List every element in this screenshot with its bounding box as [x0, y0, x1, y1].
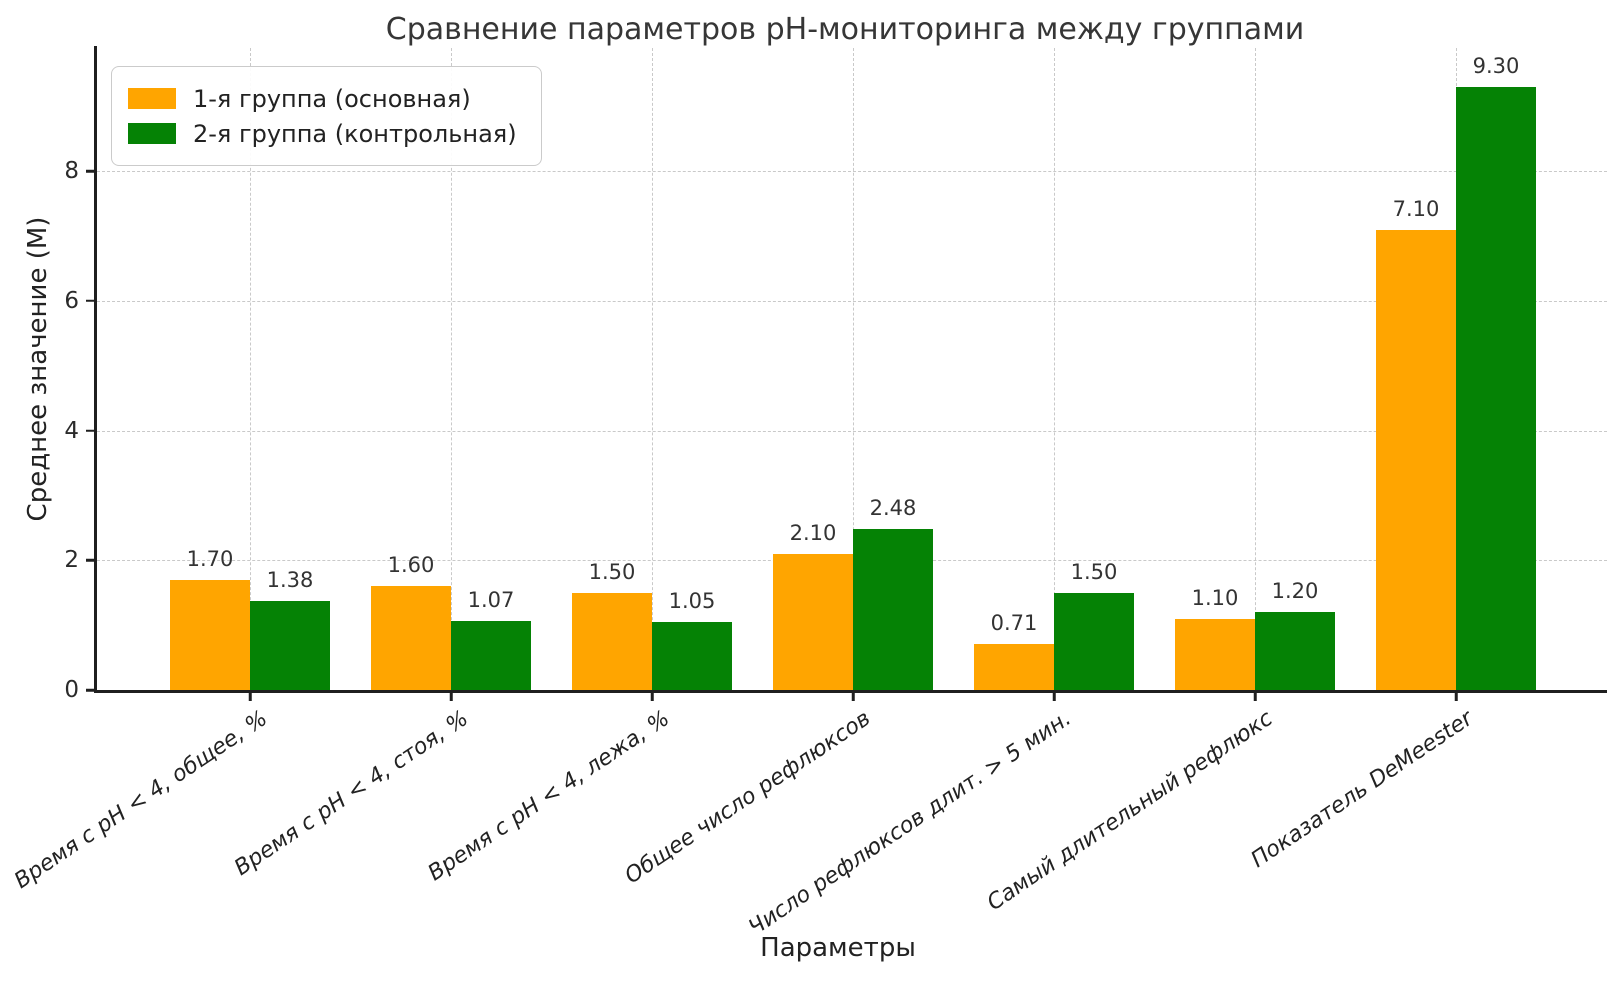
plot-area: 1-я группа (основная) 2-я группа (контрол…	[10, 46, 1607, 941]
x-tick-mark	[851, 693, 855, 701]
x-tick-label: Число рефлюксов длит. > 5 мин.	[744, 706, 1076, 941]
v-gridline	[853, 48, 854, 690]
v-gridline	[1054, 48, 1055, 690]
y-tick-mark	[86, 688, 94, 692]
bar-value-label: 1.50	[588, 559, 636, 584]
x-tick-label: Время с pH < 4, общее, %	[10, 706, 272, 895]
bar-series2	[1255, 612, 1335, 690]
bar-series2	[1054, 592, 1134, 690]
x-tick-mark	[1052, 693, 1056, 701]
bar-series1	[1376, 229, 1456, 690]
x-tick-mark	[1454, 693, 1458, 701]
x-axis-spine	[94, 690, 1607, 693]
h-gridline	[97, 430, 1607, 432]
bar-value-label: 1.70	[186, 546, 234, 571]
v-gridline	[451, 48, 452, 690]
v-gridline	[1255, 48, 1256, 690]
x-tick-label: Время с pH < 4, стоя, %	[230, 706, 473, 882]
bar-value-label: 1.50	[1070, 559, 1118, 584]
bar-value-label: 1.07	[467, 587, 515, 612]
bar-value-label: 2.10	[789, 520, 837, 545]
y-tick-label: 6	[64, 287, 79, 314]
bar-series1	[974, 643, 1054, 690]
bar-series2	[1456, 86, 1536, 690]
bar-value-label: 1.60	[387, 553, 435, 578]
v-gridline	[652, 48, 653, 690]
legend-item: 1-я группа (основная)	[128, 83, 517, 114]
y-tick-label: 2	[64, 547, 79, 574]
legend-item: 2-я группа (контрольная)	[128, 118, 517, 149]
y-tick-mark	[86, 429, 94, 432]
y-tick-label: 4	[64, 417, 79, 444]
x-tick-mark	[449, 693, 453, 701]
legend-swatch-series1	[128, 88, 176, 109]
x-tick-mark	[650, 693, 654, 701]
legend-label: 1-я группа (основная)	[193, 84, 471, 113]
bar-value-label: 9.30	[1472, 53, 1520, 78]
h-gridline	[97, 171, 1607, 173]
bar-series1	[1175, 618, 1255, 690]
bar-series2	[250, 600, 330, 690]
bar-value-label: 0.71	[990, 610, 1038, 635]
bar-series2	[853, 529, 933, 690]
y-tick-mark	[86, 169, 94, 173]
bar-series1	[170, 579, 250, 690]
y-axis-spine	[94, 46, 97, 693]
y-tick-label: 0	[64, 677, 79, 703]
y-axis-label: Среднее значение (М)	[23, 216, 53, 522]
x-axis-label: Параметры	[760, 933, 916, 963]
bar-series1	[371, 586, 451, 690]
y-tick-label: 8	[64, 158, 79, 185]
y-tick-mark	[86, 559, 94, 562]
x-tick-mark	[1253, 693, 1257, 701]
bar-value-label: 1.10	[1191, 585, 1239, 610]
bar-series2	[451, 620, 531, 690]
legend: 1-я группа (основная) 2-я группа (контрол…	[111, 66, 542, 166]
v-gridline	[250, 48, 251, 690]
bar-value-label: 7.10	[1392, 196, 1440, 221]
chart-title: Сравнение параметров pH-мониторинга межд…	[385, 12, 1305, 47]
bar-series1	[572, 592, 652, 690]
bar-value-label: 1.38	[266, 567, 314, 592]
y-tick-mark	[86, 299, 94, 303]
bar-value-label: 2.48	[869, 496, 917, 521]
bar-value-label: 1.20	[1271, 579, 1319, 604]
bar-series2	[652, 621, 732, 690]
bar-value-label: 1.05	[668, 588, 716, 613]
legend-label: 2-я группа (контрольная)	[193, 119, 517, 148]
x-tick-label: Показатель DeMeester	[1247, 706, 1478, 873]
legend-swatch-series2	[128, 123, 176, 144]
x-tick-mark	[248, 693, 252, 701]
bar-series1	[773, 553, 853, 690]
h-gridline	[97, 300, 1607, 302]
